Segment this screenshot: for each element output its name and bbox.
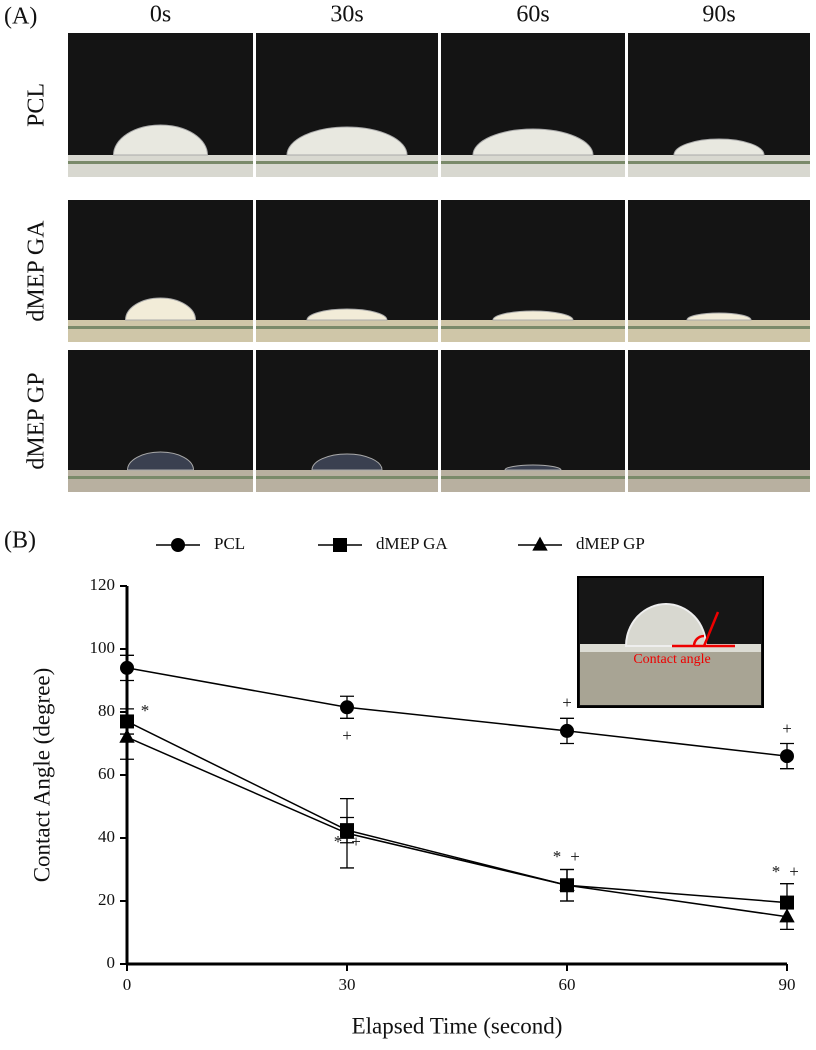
panel-label: (A) (4, 4, 37, 30)
photo-substrate (68, 470, 253, 492)
x-tick-label: 90 (779, 975, 796, 994)
photo-substrate-edge (256, 476, 438, 479)
significance-mark: + (351, 832, 361, 851)
x-axis-title: Elapsed Time (second) (352, 1013, 563, 1038)
photo-substrate-edge (68, 476, 253, 479)
photo-substrate-edge (256, 161, 438, 164)
photo-substrate (68, 320, 253, 342)
photo-substrate (441, 470, 625, 492)
column-label: 0s (150, 2, 171, 28)
data-point (120, 660, 134, 675)
y-tick-label: 0 (107, 953, 116, 972)
droplet (492, 310, 574, 321)
droplet (686, 312, 752, 321)
data-point (779, 908, 795, 923)
legend-label: dMEP GP (576, 534, 645, 553)
droplet (126, 451, 195, 471)
data-point (560, 723, 574, 738)
y-tick-label: 120 (90, 575, 116, 594)
column-label: 60s (516, 2, 549, 28)
photo-substrate (256, 470, 438, 492)
data-point (339, 824, 355, 839)
y-tick-label: 80 (98, 701, 115, 720)
significance-mark: * (553, 847, 562, 866)
inset-angle-lines (672, 611, 735, 648)
data-point (780, 895, 794, 910)
significance-mark: + (789, 862, 799, 881)
legend-marker (171, 538, 185, 552)
series-line (126, 667, 788, 757)
photo-substrate-edge (441, 326, 625, 329)
photo-substrate-edge (628, 476, 810, 479)
droplet (311, 453, 383, 471)
series-line (126, 736, 788, 918)
photo-substrate (68, 155, 253, 177)
y-tick-label: 20 (98, 890, 115, 909)
data-point (780, 749, 794, 764)
photo-substrate-edge (441, 476, 625, 479)
photo-substrate (628, 155, 810, 177)
y-tick-label: 60 (98, 764, 115, 783)
photo-substrate (628, 320, 810, 342)
droplet (124, 297, 197, 321)
photo-substrate-edge (68, 326, 253, 329)
significance-mark: * (141, 701, 150, 720)
droplet (112, 124, 209, 156)
significance-mark: * (334, 832, 343, 851)
significance-mark: + (782, 719, 792, 738)
photo-substrate (441, 320, 625, 342)
legend-marker (532, 536, 548, 551)
photo-substrate-edge (628, 161, 810, 164)
inset-droplet (624, 603, 708, 647)
y-axis-title: Contact Angle (degree) (29, 668, 54, 883)
droplet (472, 128, 594, 156)
photo (628, 350, 810, 492)
row-label: PCL (24, 83, 50, 127)
photo-substrate (256, 320, 438, 342)
inset-substrate (580, 648, 761, 705)
significance-mark: * (772, 862, 781, 881)
legend-label: PCL (214, 534, 245, 553)
photo-substrate-edge (628, 326, 810, 329)
legend-label: dMEP GA (376, 534, 448, 553)
series-line (126, 720, 788, 904)
x-tick-label: 60 (559, 975, 576, 994)
droplet (286, 126, 408, 156)
droplet (673, 138, 765, 156)
row-label: dMEP GA (24, 220, 50, 322)
row-label: dMEP GP (24, 372, 50, 469)
significance-mark: + (342, 726, 352, 745)
photo-substrate-edge (256, 326, 438, 329)
photo-substrate-edge (68, 161, 253, 164)
y-tick-label: 100 (90, 638, 116, 657)
significance-mark: + (570, 847, 580, 866)
photo-substrate-edge (441, 161, 625, 164)
x-tick-label: 30 (339, 975, 356, 994)
significance-mark: + (562, 693, 572, 712)
data-point (340, 700, 354, 715)
legend-marker (333, 538, 347, 552)
inset-substrate-top (580, 644, 761, 652)
inset-label: Contact angle (633, 652, 710, 667)
photo-substrate (628, 470, 810, 492)
photo-substrate (441, 155, 625, 177)
column-label: 90s (702, 2, 735, 28)
droplet (306, 308, 388, 321)
data-point (119, 728, 135, 743)
x-tick-label: 0 (123, 975, 132, 994)
y-tick-label: 40 (98, 827, 115, 846)
column-label: 30s (330, 2, 363, 28)
panel-label: (B) (4, 528, 36, 554)
droplet (504, 464, 562, 471)
photo-substrate (256, 155, 438, 177)
data-point (559, 876, 575, 891)
